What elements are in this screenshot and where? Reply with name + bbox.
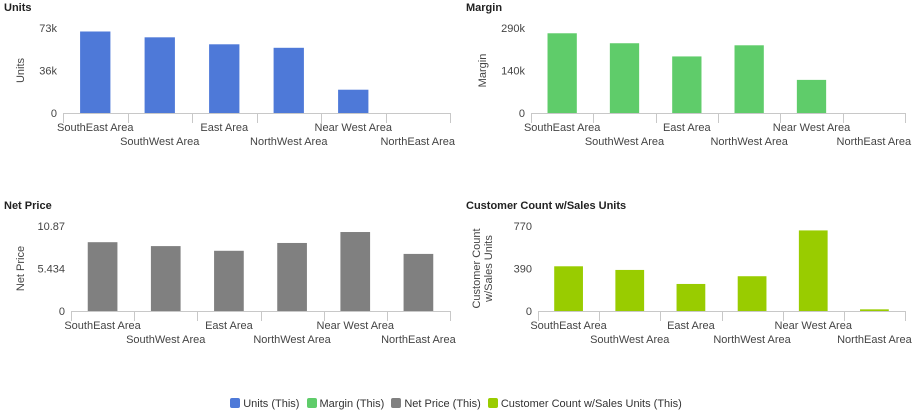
legend-swatch (230, 398, 241, 409)
bar[interactable] (547, 33, 577, 113)
bar[interactable] (615, 269, 645, 311)
x-tick-label: SouthEast Area (530, 320, 607, 332)
y-tick-label: 290k (501, 23, 525, 35)
customer-count-chart: Customer Count w/Sales Units SouthEast A… (462, 198, 912, 398)
customer-count-chart-plot: SouthEast Area SouthWest Area East Area Nor… (471, 221, 912, 346)
x-tick-label: Near West Area (775, 320, 853, 332)
y-tick-label: 390 (514, 264, 532, 276)
x-tick-label: East Area (200, 122, 249, 134)
y-tick-label: 36k (39, 66, 57, 78)
margin-chart-plot: SouthEast Area SouthWest Area East Area Nor… (477, 23, 912, 148)
legend-swatch (391, 398, 402, 409)
x-tick-label: SouthEast Area (57, 122, 134, 134)
legend-item-customer-count[interactable]: Customer Count w/Sales Units (This) (487, 398, 682, 411)
x-tick-label: SouthEast Area (64, 320, 141, 332)
bar[interactable] (554, 266, 583, 311)
bar[interactable] (609, 43, 640, 113)
x-tick-label: SouthEast Area (524, 122, 601, 134)
y-axis-title: Customer Countw/Sales Units (471, 228, 495, 308)
bar[interactable] (860, 309, 889, 311)
y-tick-label: 73k (39, 23, 57, 35)
bar[interactable] (340, 232, 371, 311)
x-tick-label: NorthEast Area (380, 136, 455, 148)
y-tick-label: 0 (526, 306, 532, 318)
y-axis-title: Net Price (15, 246, 27, 291)
bar[interactable] (403, 253, 434, 311)
bar[interactable] (734, 45, 764, 113)
units-chart: Units SouthEast Area SouthWest Area East A… (0, 0, 456, 200)
chart-title: Units (4, 2, 32, 14)
legend-label: Margin (This) (319, 398, 385, 411)
bar[interactable] (338, 89, 369, 113)
x-tick-label: SouthWest Area (120, 136, 200, 148)
bar[interactable] (798, 230, 828, 311)
legend-label: Net Price (This) (404, 398, 481, 411)
net-price-chart: Net Price SouthEast Area SouthWest Area Ea… (0, 198, 457, 398)
x-tick-label: NorthEast Area (837, 334, 912, 346)
x-tick-label: Near West Area (773, 122, 851, 134)
y-tick-label: 10.87 (37, 221, 65, 233)
net-price-chart-plot: SouthEast Area SouthWest Area East Area Nor… (15, 221, 457, 346)
bar[interactable] (214, 250, 244, 311)
x-tick-label: Near West Area (315, 122, 393, 134)
y-axis-title-line: w/Sales Units (483, 235, 495, 303)
chart-title: Margin (466, 2, 503, 14)
legend-label: Customer Count w/Sales Units (This) (500, 398, 682, 411)
y-tick-label: 5.434 (37, 264, 65, 276)
bar[interactable] (150, 246, 181, 311)
x-tick-label: NorthWest Area (710, 136, 788, 148)
y-tick-label: 0 (51, 108, 57, 120)
x-tick-label: East Area (667, 320, 716, 332)
chart-title: Net Price (4, 200, 52, 212)
chart-title: Customer Count w/Sales Units (466, 200, 627, 212)
legend: Units (This) Margin (This) Net Price (Th… (0, 398, 912, 410)
bar[interactable] (737, 276, 767, 311)
bar[interactable] (796, 79, 827, 113)
bar[interactable] (144, 37, 175, 114)
bar[interactable] (87, 242, 118, 311)
y-tick-label: 0 (519, 108, 525, 120)
bar[interactable] (80, 31, 111, 114)
x-tick-label: SouthWest Area (590, 334, 670, 346)
y-tick-label: 140k (501, 66, 525, 78)
y-tick-label: 0 (59, 306, 65, 318)
x-tick-label: SouthWest Area (585, 136, 665, 148)
y-tick-label: 770 (514, 221, 532, 233)
x-tick-label: East Area (663, 122, 712, 134)
legend-label: Units (This) (243, 398, 300, 411)
legend-item-net-price[interactable]: Net Price (This) (391, 398, 481, 411)
y-axis-title: Margin (477, 54, 489, 88)
bar[interactable] (676, 283, 706, 311)
x-tick-label: NorthWest Area (253, 334, 331, 346)
x-tick-label: Near West Area (317, 320, 395, 332)
x-tick-label: NorthWest Area (713, 334, 791, 346)
y-axis-title: Units (15, 57, 27, 83)
x-tick-label: NorthWest Area (250, 136, 328, 148)
y-axis-title-line: Customer Count (471, 228, 483, 308)
x-tick-label: East Area (205, 320, 254, 332)
legend-swatch (306, 398, 317, 409)
bar[interactable] (277, 242, 307, 311)
bar[interactable] (209, 44, 240, 113)
legend-item-margin[interactable]: Margin (This) (306, 398, 385, 411)
bar[interactable] (273, 47, 304, 113)
legend-swatch (487, 398, 498, 409)
x-tick-label: NorthEast Area (837, 136, 912, 148)
bar[interactable] (672, 56, 702, 113)
legend-item-units[interactable]: Units (This) (230, 398, 299, 410)
margin-chart: Margin SouthEast Area SouthWest Area East … (462, 0, 912, 200)
x-tick-label: NorthEast Area (381, 334, 456, 346)
x-tick-label: SouthWest Area (126, 334, 206, 346)
